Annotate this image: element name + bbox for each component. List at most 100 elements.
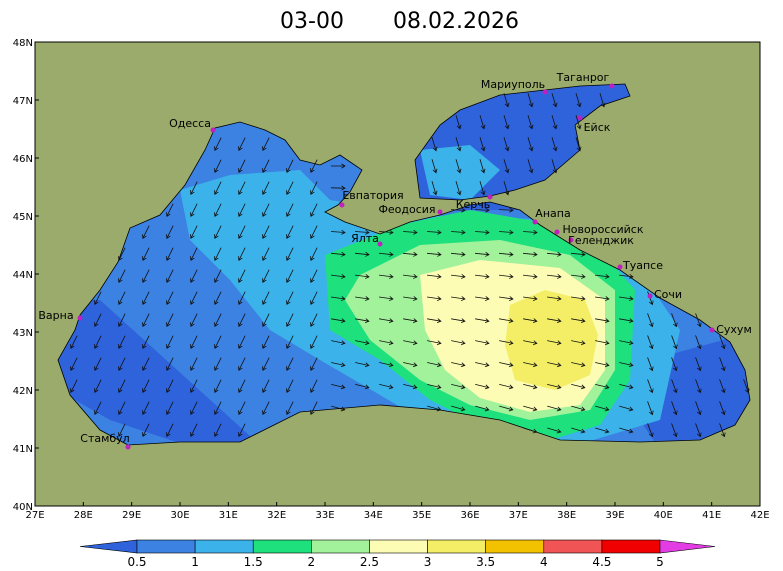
arrow xyxy=(547,318,562,324)
arrow xyxy=(475,296,490,301)
city-label: Сухум xyxy=(716,323,752,336)
arrow xyxy=(142,225,150,239)
arrow xyxy=(455,159,462,174)
colorbar-bin xyxy=(311,539,370,554)
arrow xyxy=(94,313,102,327)
colorbar-bin xyxy=(485,539,545,554)
x-tick-label: 30E xyxy=(170,510,189,521)
arrow xyxy=(450,251,466,257)
arrow xyxy=(330,163,346,169)
arrow xyxy=(331,383,346,390)
arrow xyxy=(671,401,678,416)
arrow xyxy=(238,159,246,173)
arrow xyxy=(575,115,582,130)
colorbar-label: 3.5 xyxy=(476,555,495,569)
arrow xyxy=(475,274,490,279)
arrow xyxy=(190,269,198,283)
arrow xyxy=(166,313,174,327)
arrow xyxy=(695,401,702,416)
arrow xyxy=(474,251,490,257)
arrow xyxy=(647,379,654,394)
arrow xyxy=(286,291,294,305)
arrow xyxy=(619,405,634,412)
arrow xyxy=(619,274,634,279)
arrow xyxy=(118,379,126,393)
arrow xyxy=(94,379,102,393)
colorbar-label: 2 xyxy=(308,555,316,569)
arrow xyxy=(671,313,678,328)
arrow xyxy=(523,340,538,346)
arrow xyxy=(214,225,222,239)
arrow xyxy=(355,318,370,324)
city-dot xyxy=(210,127,216,133)
arrow xyxy=(571,383,586,390)
city-label: Мариуполь xyxy=(481,78,545,91)
arrow xyxy=(262,313,270,327)
x-tick-label: 40E xyxy=(654,510,673,521)
arrow xyxy=(94,291,102,305)
arrow xyxy=(475,362,490,368)
arrow xyxy=(330,229,346,235)
arrow xyxy=(214,357,222,371)
arrow xyxy=(190,313,198,327)
y-tick-label: 46N xyxy=(13,154,33,165)
arrow xyxy=(671,357,678,372)
arrow xyxy=(527,115,534,130)
city-dot xyxy=(647,293,653,299)
arrow xyxy=(455,181,462,196)
arrow xyxy=(286,203,294,217)
arrow xyxy=(354,251,370,257)
arrow xyxy=(595,274,610,279)
arrow xyxy=(431,137,438,152)
y-tick-label: 48N xyxy=(13,38,33,49)
arrow xyxy=(118,357,126,371)
arrow xyxy=(595,318,610,324)
y-tick-label: 43N xyxy=(13,328,33,339)
y-tick-label: 41N xyxy=(13,444,33,455)
arrow xyxy=(647,423,654,438)
arrow xyxy=(166,225,174,239)
arrow xyxy=(190,401,198,415)
arrow xyxy=(142,357,150,371)
colorbar-bin xyxy=(427,539,486,554)
colorbar-high xyxy=(659,539,716,554)
arrow xyxy=(551,93,558,108)
arrow xyxy=(262,137,270,151)
arrow xyxy=(647,401,654,416)
arrow xyxy=(142,291,150,305)
arrow xyxy=(238,247,246,261)
y-tick-label: 40N xyxy=(13,502,33,513)
arrow xyxy=(575,93,582,108)
arrow xyxy=(310,291,318,305)
arrow xyxy=(286,159,294,173)
arrow xyxy=(378,229,394,235)
arrow xyxy=(503,137,510,152)
arrow xyxy=(719,379,726,394)
arrow xyxy=(503,159,510,174)
city-dot xyxy=(125,444,131,450)
city-label: Туапсе xyxy=(622,259,663,272)
arrow xyxy=(355,296,370,301)
arrow xyxy=(403,274,418,279)
arrow xyxy=(474,207,490,213)
arrow xyxy=(547,405,562,412)
arrow xyxy=(166,379,174,393)
cities: Одесса Мариуполь Таганрог Ейск ЕвпаторияФеод… xyxy=(38,71,752,450)
arrow xyxy=(262,379,270,393)
colorbar-label: 1 xyxy=(191,555,199,569)
arrow xyxy=(331,362,346,368)
arrow xyxy=(403,318,418,324)
arrow xyxy=(310,247,318,261)
city-label: Новороссийск xyxy=(562,223,643,236)
arrow xyxy=(214,137,222,151)
forecast-time: 03-00 xyxy=(280,9,344,34)
arrow xyxy=(166,269,174,283)
colorbar-bin xyxy=(252,539,312,554)
city-label: Евпатория xyxy=(342,189,403,202)
axes: 27E 28E 29E 30E 31E 32E 33E 34E 35E 36E 37E 38E 39E 4… xyxy=(13,38,770,521)
colorbar-label: 2.5 xyxy=(360,555,379,569)
arrow xyxy=(94,357,102,371)
arrow xyxy=(523,362,538,368)
arrow xyxy=(451,318,466,324)
